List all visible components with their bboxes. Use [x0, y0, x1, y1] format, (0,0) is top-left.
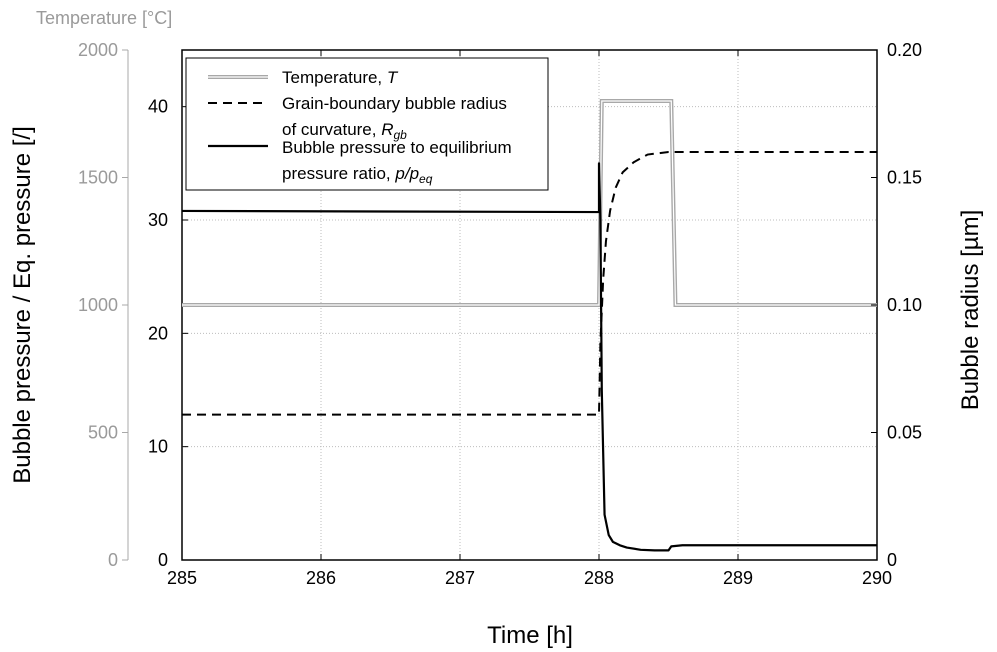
legend-entry-temperature: Temperature, T [208, 68, 399, 87]
legend-temperature-text: Temperature, [282, 68, 387, 87]
y-left-tick-label: 20 [148, 323, 168, 343]
series-layer [181, 99, 877, 552]
right-axis-label: Bubble radius [µm] [957, 210, 984, 411]
temperature-tick-label: 1000 [78, 295, 118, 315]
legend-entry-pressure-ratio: Bubble pressure to equilibrium pressure … [208, 138, 512, 186]
svg-text:of curvature, Rgb: of curvature, Rgb [282, 120, 407, 142]
temperature-axis-label: Temperature [°C] [36, 8, 172, 28]
x-tick-label: 289 [723, 568, 753, 588]
x-tick-label: 290 [862, 568, 892, 588]
axes-layer: 285 286 287 288 289 29001020304000.050.100.15… [78, 40, 922, 588]
y-right-tick-label: 0 [887, 550, 897, 570]
y-left-tick-label: 10 [148, 437, 168, 457]
legend-radius-line2: of curvature, [282, 120, 381, 139]
legend-pressure-line2: pressure ratio, [282, 164, 395, 183]
x-axis-label: Time [h] [487, 622, 573, 649]
legend: Temperature, T Grain-boundary bubble rad… [185, 57, 549, 191]
legend-radius-symbol: R [381, 120, 393, 139]
y-right-tick-label: 0.10 [887, 295, 922, 315]
temperature-tick-label: 500 [88, 423, 118, 443]
y-right-tick-label: 0.15 [887, 168, 922, 188]
y-left-tick-label: 30 [148, 210, 168, 230]
pressure-ratio-series-line [181, 162, 877, 552]
legend-radius-line1: Grain-boundary bubble radius [282, 94, 507, 113]
x-tick-label: 286 [306, 568, 336, 588]
y-left-tick-label: 40 [148, 97, 168, 117]
y-left-tick-label: 0 [158, 550, 168, 570]
x-tick-label: 285 [167, 568, 197, 588]
temperature-tick-label: 0 [108, 550, 118, 570]
left-axis-label: Bubble pressure / Eq. pressure [/] [9, 126, 36, 484]
bubble-radius-series-line [182, 151, 877, 416]
temperature-tick-label: 1500 [78, 168, 118, 188]
legend-temperature-symbol: T [387, 68, 399, 87]
temperature-series-inner [182, 100, 877, 306]
x-tick-label: 287 [445, 568, 475, 588]
svg-text:pressure ratio, p/peq: pressure ratio, p/peq [282, 164, 433, 186]
legend-pressure-symbol: p/p [394, 164, 419, 183]
legend-pressure-line1: Bubble pressure to equilibrium [282, 138, 512, 157]
y-right-tick-label: 0.20 [887, 40, 922, 60]
svg-text:Temperature, T: Temperature, T [282, 68, 399, 87]
legend-entry-bubble-radius: Grain-boundary bubble radius of curvatur… [208, 94, 507, 142]
legend-radius-subscript: gb [394, 128, 408, 142]
x-tick-label: 288 [584, 568, 614, 588]
temperature-tick-label: 2000 [78, 40, 118, 60]
legend-pressure-subscript: eq [419, 172, 433, 186]
legend-box [185, 57, 549, 191]
y-right-tick-label: 0.05 [887, 423, 922, 443]
